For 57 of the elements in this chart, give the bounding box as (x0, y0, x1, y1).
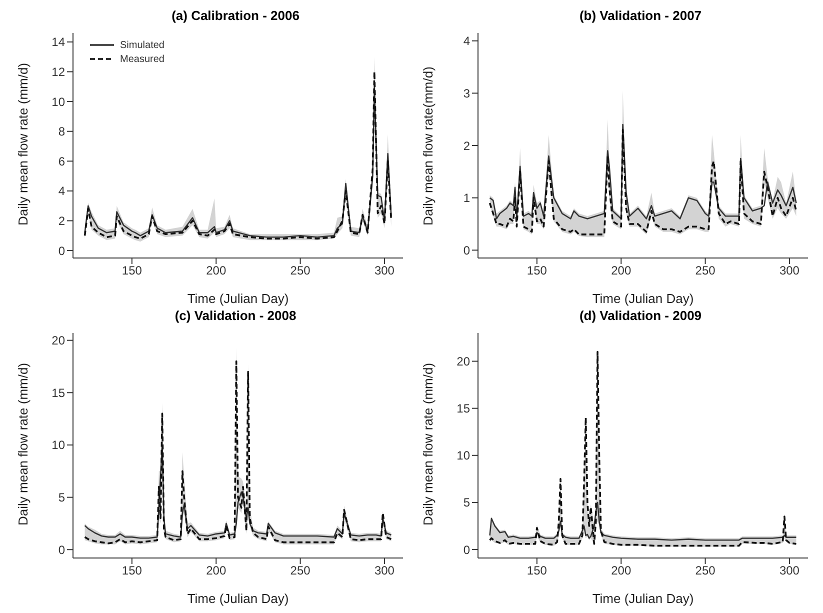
y-tick-label: 10 (52, 438, 66, 452)
x-tick-label: 150 (122, 264, 142, 278)
y-axis-title: Daily mean flow rate (mm/d) (16, 62, 31, 226)
x-axis-title: Time (Julian Day) (187, 591, 289, 606)
y-tick-label: 4 (58, 184, 66, 198)
y-tick-label: 10 (456, 448, 470, 463)
x-tick-label: 200 (206, 564, 226, 578)
y-tick-label: 3 (463, 86, 470, 100)
y-tick-label: 10 (52, 94, 66, 109)
y-tick-label: 15 (52, 386, 66, 400)
x-axis-title: Time (Julian Day) (187, 291, 289, 306)
y-axis-title: Daily mean flow rate (mm/d) (420, 362, 436, 526)
x-tick-label: 300 (779, 564, 800, 578)
chart-title: (b) Validation - 2007 (578, 8, 703, 25)
x-tick-label: 300 (374, 264, 395, 278)
line-series (489, 502, 797, 541)
line-series (84, 444, 392, 539)
y-tick-label: 5 (463, 496, 470, 510)
y-tick-label: 5 (58, 490, 66, 505)
y-tick-label: 0 (463, 542, 470, 557)
chart-title: (c) Validation - 2008 (174, 308, 298, 325)
x-tick-label: 150 (526, 264, 548, 278)
y-tick-label: 6 (58, 154, 66, 168)
x-axis-title: Time (Julian Day) (592, 591, 694, 606)
y-tick-label: 20 (52, 334, 66, 348)
chart-title: (d) Validation - 2009 (578, 308, 703, 325)
x-tick-label: 250 (290, 564, 311, 578)
x-tick-label: 250 (290, 264, 311, 278)
x-tick-label: 200 (206, 264, 226, 278)
x-tick-label: 150 (526, 564, 548, 578)
x-tick-label: 150 (122, 564, 142, 578)
y-tick-label: 0 (58, 244, 66, 258)
y-tick-label: 4 (463, 34, 470, 48)
y-tick-label: 2 (463, 138, 470, 153)
legend-label: Measured (120, 54, 164, 64)
line-series (489, 124, 797, 220)
y-tick-label: 0 (463, 243, 470, 258)
x-axis-title: Time (Julian Day) (592, 291, 694, 306)
line-series (488, 128, 798, 236)
y-tick-label: 15 (456, 402, 470, 416)
y-axis-title: Daily mean flow rate (mm/d) (16, 362, 31, 526)
y-tick-label: 14 (52, 35, 66, 50)
chart-title: (a) Calibration - 2006 (170, 8, 300, 25)
legend-label: Simulated (120, 40, 164, 50)
x-tick-label: 300 (374, 564, 395, 578)
x-tick-label: 200 (611, 264, 632, 278)
x-tick-label: 200 (611, 564, 632, 578)
y-tick-label: 0 (58, 542, 66, 557)
y-tick-label: 8 (58, 124, 66, 139)
y-tick-label: 2 (58, 214, 66, 228)
x-tick-label: 250 (695, 264, 716, 278)
x-tick-label: 250 (695, 564, 716, 578)
y-tick-label: 20 (456, 354, 470, 369)
x-tick-label: 300 (779, 264, 800, 278)
y-tick-label: 12 (52, 65, 66, 79)
y-axis-title: Daily mean flow rate(mm/d) (420, 66, 436, 226)
y-tick-label: 1 (463, 191, 470, 206)
